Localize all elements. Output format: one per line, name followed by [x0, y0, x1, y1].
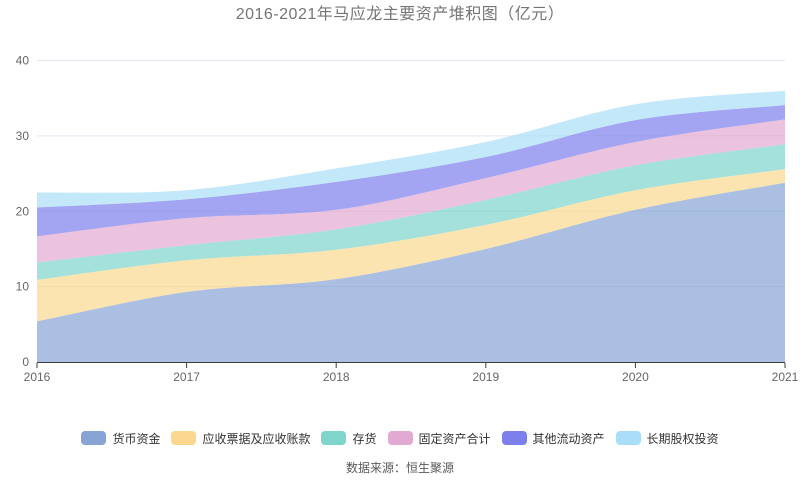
legend-swatch — [81, 431, 107, 445]
y-axis-label: 0 — [22, 355, 29, 369]
y-axis-label: 20 — [16, 204, 30, 218]
legend-label: 存货 — [352, 431, 377, 446]
legend-swatch — [501, 431, 527, 445]
legend-swatch — [387, 431, 413, 445]
area-series-1 — [37, 182, 785, 362]
legend-label: 货币资金 — [112, 431, 161, 446]
legend-label: 应收票据及应收账款 — [202, 431, 311, 446]
y-axis-label: 30 — [16, 129, 30, 143]
legend-item-5[interactable]: 其他流动资产 — [501, 430, 605, 447]
stacked-area-chart: 0 10 20 30 40 2016 2017 2018 2019 2020 2021 — [16, 54, 799, 384]
legend-swatch — [615, 431, 641, 445]
legend-item-2[interactable]: 应收票据及应收账款 — [171, 430, 310, 447]
legend-label: 长期股权投资 — [646, 431, 719, 446]
legend-label: 其他流动资产 — [532, 431, 605, 446]
chart-title: 2016-2021年马应龙主要资产堆积图（亿元） — [235, 6, 565, 23]
area-series-4 — [37, 119, 785, 263]
legend-item-6[interactable]: 长期股权投资 — [615, 430, 719, 447]
legend-swatch — [321, 431, 347, 445]
x-axis-label: 2019 — [472, 370, 499, 384]
chart-container: 2016-2021年马应龙主要资产堆积图（亿元） 0 10 20 30 40 2016 20… — [0, 6, 800, 475]
data-source-label: 数据来源：恒生聚源 — [345, 461, 454, 475]
area-series-6 — [37, 90, 785, 208]
x-axis-label: 2021 — [772, 370, 799, 384]
area-series-3 — [37, 144, 785, 280]
legend: 货币资金 应收票据及应收账款 存货 固定资产合计 其他流动资产 长期股权投资 — [0, 430, 800, 446]
area-series-5 — [37, 105, 785, 237]
legend-item-3[interactable]: 存货 — [321, 430, 377, 447]
x-axis-label: 2016 — [24, 370, 51, 384]
legend-label: 固定资产合计 — [418, 431, 491, 446]
legend-item-1[interactable]: 货币资金 — [81, 430, 160, 447]
legend-item-4[interactable]: 固定资产合计 — [387, 430, 491, 447]
x-axis-label: 2018 — [323, 370, 350, 384]
y-axis-label: 40 — [16, 54, 30, 68]
area-series-2 — [37, 169, 785, 322]
y-axis-label: 10 — [16, 280, 30, 294]
x-axis-label: 2017 — [173, 370, 200, 384]
x-axis-label: 2020 — [622, 370, 649, 384]
legend-swatch — [171, 431, 197, 445]
